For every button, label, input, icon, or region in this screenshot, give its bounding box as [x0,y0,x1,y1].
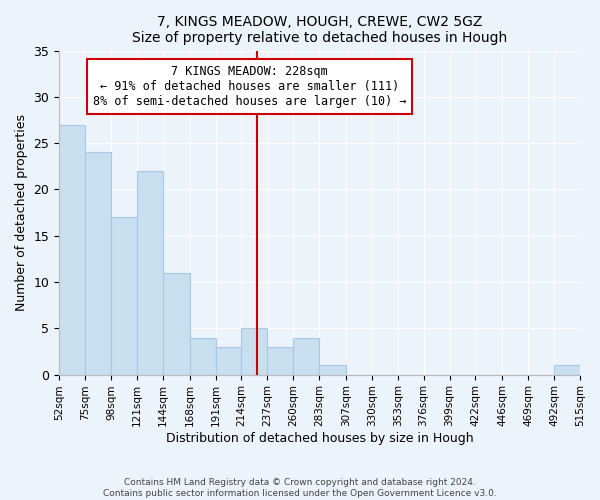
Bar [190,338,215,374]
Bar [111,217,137,374]
Bar [137,171,163,374]
Bar [554,366,580,374]
Bar [215,347,241,374]
Bar [319,366,346,374]
Bar [163,272,190,374]
Text: Contains HM Land Registry data © Crown copyright and database right 2024.
Contai: Contains HM Land Registry data © Crown c… [103,478,497,498]
Bar [267,347,293,374]
Y-axis label: Number of detached properties: Number of detached properties [15,114,28,311]
Title: 7, KINGS MEADOW, HOUGH, CREWE, CW2 5GZ
Size of property relative to detached hou: 7, KINGS MEADOW, HOUGH, CREWE, CW2 5GZ S… [132,15,507,45]
Bar [85,152,111,374]
Bar [241,328,267,374]
Text: 7 KINGS MEADOW: 228sqm
← 91% of detached houses are smaller (111)
8% of semi-det: 7 KINGS MEADOW: 228sqm ← 91% of detached… [92,65,406,108]
Bar [59,124,85,374]
X-axis label: Distribution of detached houses by size in Hough: Distribution of detached houses by size … [166,432,473,445]
Bar [293,338,319,374]
